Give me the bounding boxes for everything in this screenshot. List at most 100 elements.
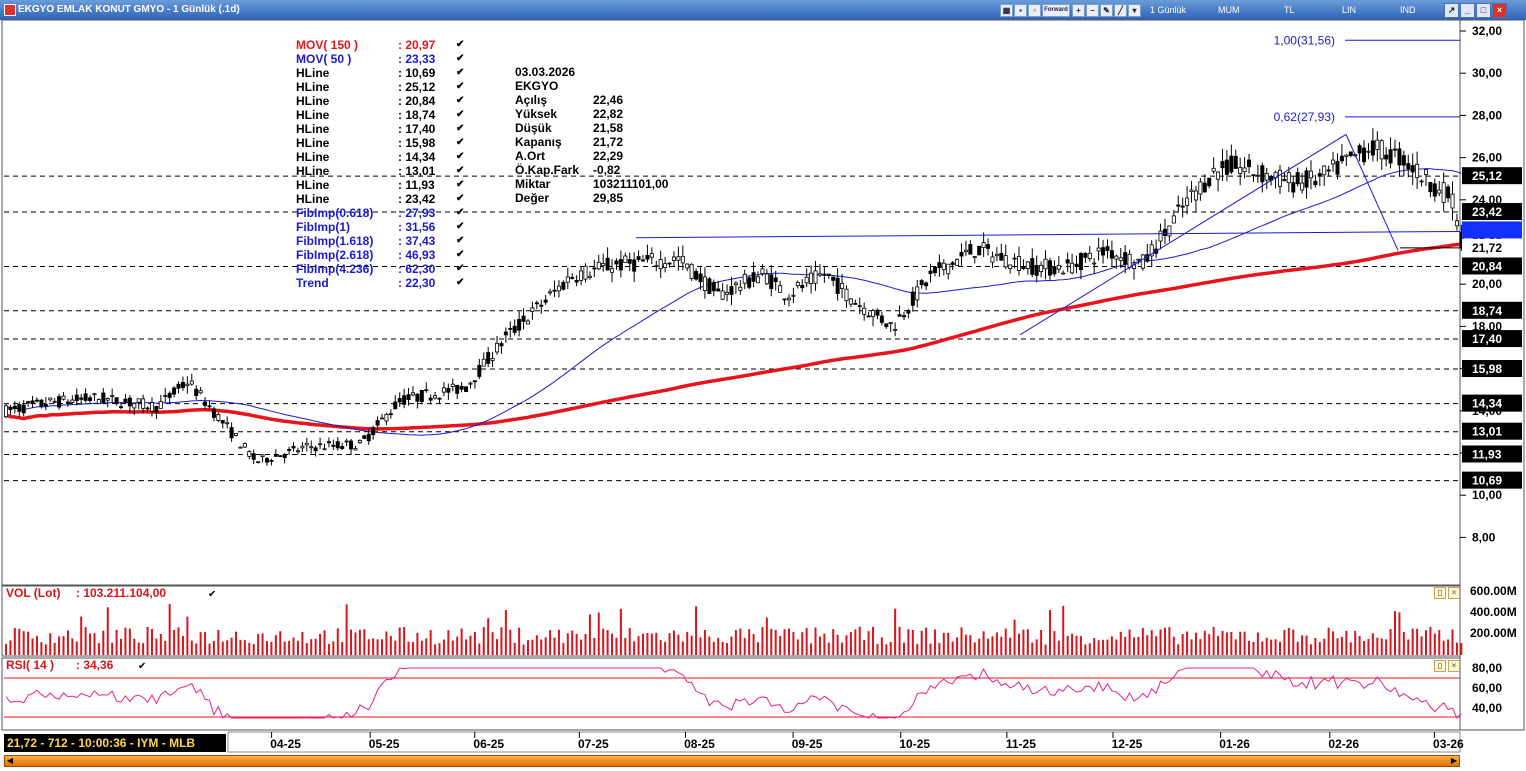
legend-check-icon[interactable]: ✔ (456, 193, 465, 204)
legend-check-icon[interactable]: ✔ (456, 179, 465, 190)
chart-toolbar-icon[interactable]: ▦ (1000, 4, 1013, 17)
candle (326, 437, 331, 448)
rsi-panel-restore-button[interactable]: ▯ (1434, 660, 1446, 672)
ohlc-date: 03.03.2026 (515, 65, 576, 79)
candle (853, 299, 858, 305)
chart-style-selector[interactable]: MUM (1218, 5, 1240, 15)
volume-tick-label: 400.00M (1470, 605, 1517, 619)
legend-check-icon[interactable]: ✔ (456, 277, 465, 288)
legend-check-icon[interactable]: ✔ (456, 53, 465, 64)
legend-check-icon[interactable]: ✔ (456, 221, 465, 232)
candle (835, 268, 840, 301)
legend-check-icon[interactable]: ✔ (456, 39, 465, 50)
candle (313, 445, 318, 457)
candle (486, 346, 491, 368)
candle (840, 273, 845, 299)
legend-item-value: : 46,93 (398, 248, 436, 262)
legend-item: HLine: 13,01 ✔ (296, 164, 471, 178)
legend-item-value: : 23,42 (398, 192, 436, 206)
draw-tool-icon[interactable]: ✎ (1100, 4, 1113, 17)
zoom-out-icon[interactable]: − (1086, 4, 1099, 17)
zoom-in-icon[interactable]: + (1072, 4, 1085, 17)
candle (640, 255, 645, 262)
legend-item-name: MOV( 150 ) (296, 38, 359, 52)
line-tool-icon[interactable]: ╱ (1114, 4, 1127, 17)
legend-check-icon[interactable]: ✔ (456, 137, 465, 148)
candle (977, 245, 982, 256)
candle (295, 447, 300, 455)
price-tick-label: 20,00 (1472, 277, 1502, 291)
candle (1300, 173, 1305, 194)
candle (1185, 186, 1190, 215)
candle (149, 397, 154, 417)
candle (65, 399, 70, 407)
legend-check-icon[interactable]: ✔ (456, 165, 465, 176)
candle (459, 382, 464, 393)
legend-check-icon[interactable]: ✔ (456, 109, 465, 120)
currency-selector[interactable]: TL (1284, 5, 1295, 15)
period-selector[interactable]: 1 Günlük (1150, 5, 1187, 15)
legend-check-icon[interactable]: ✔ (456, 95, 465, 106)
candle (251, 449, 256, 465)
candle (1118, 248, 1123, 269)
candle (264, 457, 269, 466)
maximize-button[interactable]: □ (1476, 3, 1491, 18)
scroll-left-icon[interactable]: ◀ (6, 756, 14, 765)
legend-check-icon[interactable]: ✔ (456, 123, 465, 134)
scroll-right-icon[interactable]: ▶ (1450, 756, 1458, 765)
app-icon (4, 4, 16, 16)
volume-panel-close-button[interactable]: × (1448, 587, 1460, 599)
candle (119, 401, 124, 410)
rsi-label: RSI( 14 ) (6, 658, 54, 672)
candle (234, 433, 239, 437)
candle (273, 449, 278, 457)
legend-check-icon[interactable]: ✔ (456, 263, 465, 274)
save-icon[interactable]: ▪ (1014, 4, 1027, 17)
legend-item-value: : 31,56 (398, 220, 436, 234)
price-badge (1462, 394, 1522, 412)
forward-button[interactable]: Forward (1042, 4, 1070, 17)
price-badge (1462, 203, 1522, 221)
rsi-panel-close-button[interactable]: × (1448, 660, 1460, 672)
candle (1357, 143, 1362, 162)
scale-selector[interactable]: LIN (1342, 5, 1357, 15)
price-badge-label: 17,40 (1472, 332, 1502, 346)
candle (1393, 139, 1398, 158)
candle (136, 398, 141, 410)
candle (1109, 240, 1114, 267)
print-icon[interactable]: ▫ (1028, 4, 1041, 17)
chart-scrollbar[interactable]: ◀ ▶ (4, 755, 1460, 767)
candle (689, 263, 694, 282)
candle (879, 311, 884, 326)
settings-icon[interactable]: ↗ (1444, 3, 1459, 18)
candle (804, 268, 809, 288)
candle (1291, 176, 1296, 198)
candle (871, 308, 876, 327)
candle (822, 265, 827, 283)
volume-value: : 103.211.104,00 (76, 586, 166, 600)
candle (574, 275, 579, 287)
mode-selector[interactable]: IND (1400, 5, 1416, 15)
legend-check-icon[interactable]: ✔ (456, 249, 465, 260)
ohlc-value: 22,46 (593, 93, 624, 107)
legend-check-icon[interactable]: ✔ (456, 151, 465, 162)
candle (1406, 154, 1411, 178)
legend-check-icon[interactable]: ✔ (456, 81, 465, 92)
close-button[interactable]: × (1492, 3, 1507, 18)
candle (154, 405, 159, 419)
volume-panel-restore-button[interactable]: ▯ (1434, 587, 1446, 599)
legend-item-name: FibImp(2.618) (296, 248, 374, 262)
candle (145, 406, 150, 413)
legend-check-icon[interactable]: ✔ (456, 67, 465, 78)
date-tick-label: 10-25 (899, 737, 930, 751)
legend-check-icon[interactable]: ✔ (456, 207, 465, 218)
candle (901, 311, 906, 321)
candle (163, 387, 168, 404)
legend-check-icon[interactable]: ✔ (456, 235, 465, 246)
chevron-down-icon[interactable]: ▾ (1128, 4, 1141, 17)
candle (353, 446, 358, 451)
price-badge-label: 15,98 (1472, 362, 1502, 376)
rsi-tick-label: 40,00 (1472, 701, 1502, 715)
minimize-button[interactable]: _ (1460, 3, 1475, 18)
